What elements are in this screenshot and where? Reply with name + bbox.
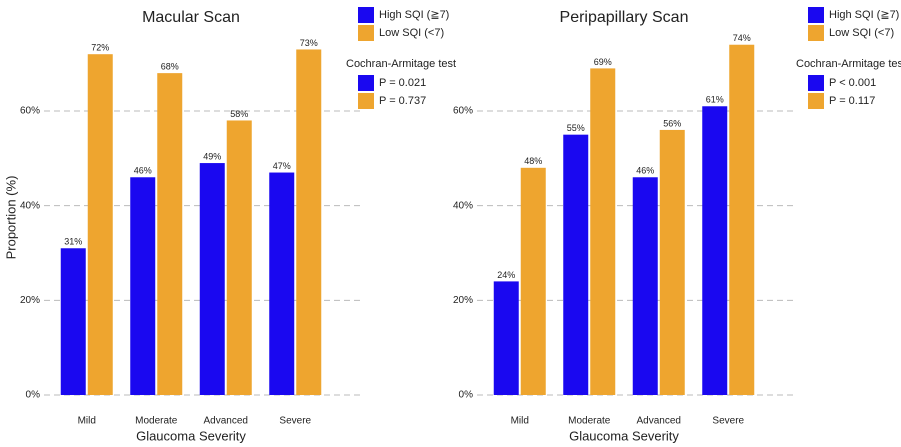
x-tick-label: Advanced — [637, 416, 681, 427]
bar — [563, 134, 589, 395]
x-tick-label: Mild — [78, 416, 96, 427]
y-tick-label: 0% — [26, 390, 41, 401]
legend-label: P = 0.117 — [829, 95, 875, 107]
chart-title: Macular Scan — [142, 9, 240, 26]
data-label: 24% — [497, 270, 515, 280]
bar — [87, 54, 113, 395]
data-label: 47% — [273, 161, 291, 171]
x-tick-label: Moderate — [135, 416, 178, 427]
legend-label: High SQI (≧7) — [379, 9, 449, 21]
data-label: 48% — [524, 156, 542, 166]
legend-swatch — [808, 75, 824, 91]
legend-swatch — [358, 25, 374, 41]
data-label: 46% — [636, 166, 654, 176]
legend-label: P = 0.021 — [379, 77, 426, 89]
x-tick-label: Moderate — [568, 416, 611, 427]
bar — [226, 120, 252, 395]
data-label: 31% — [64, 237, 82, 247]
legend-swatch — [358, 75, 374, 91]
bar — [729, 44, 755, 395]
data-label: 68% — [161, 62, 179, 72]
bar — [520, 167, 546, 395]
chart-title: Peripapillary Scan — [560, 9, 689, 26]
bar — [60, 248, 86, 395]
y-tick-label: 40% — [20, 200, 40, 211]
data-label: 73% — [300, 38, 318, 48]
x-tick-label: Severe — [279, 416, 311, 427]
data-label: 46% — [134, 166, 152, 176]
bar — [130, 177, 156, 395]
y-axis-label: Proportion (%) — [3, 176, 18, 260]
y-tick-label: 0% — [459, 390, 474, 401]
x-tick-label: Severe — [712, 416, 744, 427]
y-tick-label: 60% — [453, 106, 473, 117]
legend-label: Low SQI (<7) — [829, 27, 894, 39]
x-axis-label: Glaucoma Severity — [136, 428, 246, 443]
legend-label: P < 0.001 — [829, 77, 876, 89]
data-label: 55% — [567, 123, 585, 133]
x-tick-label: Mild — [511, 416, 529, 427]
legend-swatch — [808, 25, 824, 41]
data-label: 58% — [230, 109, 248, 119]
legend-label: P = 0.737 — [379, 95, 426, 107]
data-label: 49% — [203, 151, 221, 161]
bar — [269, 172, 295, 395]
bar — [702, 106, 728, 396]
legend-swatch — [808, 93, 824, 109]
x-tick-label: Advanced — [204, 416, 248, 427]
data-label: 72% — [91, 43, 109, 53]
y-tick-label: 20% — [453, 295, 473, 306]
y-tick-label: 60% — [20, 106, 40, 117]
bar — [199, 163, 225, 395]
bar — [659, 129, 685, 395]
test-legend-title: Cochran-Armitage test — [796, 58, 901, 70]
legend-label: High SQI (≧7) — [829, 9, 899, 21]
legend-swatch — [358, 93, 374, 109]
data-label: 56% — [663, 118, 681, 128]
bar — [632, 177, 658, 395]
bar — [157, 73, 183, 395]
y-tick-label: 40% — [453, 200, 473, 211]
bar — [590, 68, 616, 396]
bar — [493, 281, 519, 395]
bar — [296, 49, 322, 395]
test-legend-title: Cochran-Armitage test — [346, 58, 456, 70]
legend-label: Low SQI (<7) — [379, 27, 444, 39]
legend-swatch — [358, 7, 374, 23]
y-tick-label: 20% — [20, 295, 40, 306]
data-label: 69% — [594, 57, 612, 67]
legend-swatch — [808, 7, 824, 23]
data-label: 74% — [733, 33, 751, 43]
x-axis-label: Glaucoma Severity — [569, 428, 679, 443]
data-label: 61% — [706, 95, 724, 105]
